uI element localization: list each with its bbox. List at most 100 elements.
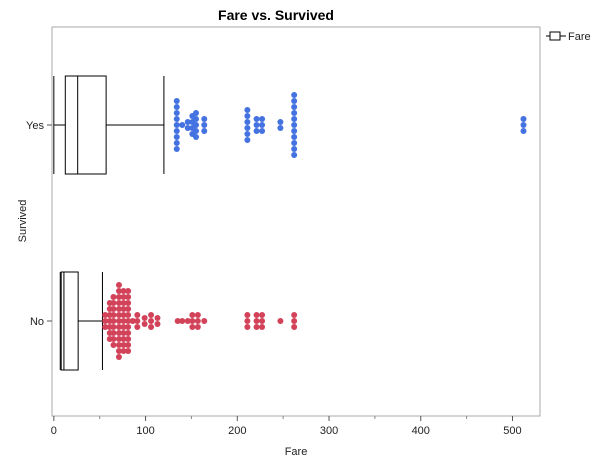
swarm-point <box>173 128 180 134</box>
swarm-point <box>120 318 127 324</box>
swarm-point <box>291 318 298 324</box>
swarm-point <box>291 116 298 122</box>
swarm-point <box>520 122 527 128</box>
swarm-point <box>110 306 117 312</box>
swarm-point <box>148 318 155 324</box>
swarm-point <box>134 324 141 330</box>
swarm-point <box>194 312 201 318</box>
swarm-point <box>244 312 251 318</box>
swarm-point <box>174 318 181 324</box>
swarm-point <box>244 113 251 119</box>
swarm-point <box>110 336 117 342</box>
swarm-point <box>179 318 186 324</box>
swarm-point <box>120 348 127 354</box>
swarm-point <box>291 152 298 158</box>
swarm-point <box>520 128 527 134</box>
swarm-point <box>120 294 127 300</box>
swarm-point <box>193 122 200 128</box>
swarm-point <box>154 315 161 321</box>
swarm-point <box>193 116 200 122</box>
swarm-point <box>193 128 200 134</box>
swarm-point <box>102 312 109 318</box>
swarm-point <box>253 312 260 318</box>
swarm-point <box>154 321 161 327</box>
swarm-point <box>291 92 298 98</box>
swarm-point <box>173 98 180 104</box>
swarm-point <box>277 125 284 131</box>
swarm-point <box>173 122 180 128</box>
swarm-point <box>277 318 284 324</box>
swarm-point <box>173 146 180 152</box>
swarm-point <box>125 324 132 330</box>
swarm-point <box>253 324 260 330</box>
swarm-point <box>125 300 132 306</box>
swarm-point <box>201 318 208 324</box>
plot-frame <box>51 26 541 417</box>
swarm-point <box>115 312 122 318</box>
swarm-point <box>141 315 148 321</box>
box-plot-yes <box>53 75 165 175</box>
swarm-point <box>125 312 132 318</box>
x-tick-label: 400 <box>412 425 430 437</box>
legend-label: Fare <box>568 31 591 43</box>
swarm-point <box>115 288 122 294</box>
swarm-point <box>125 336 132 342</box>
swarm-point <box>201 122 208 128</box>
swarm-point <box>110 294 117 300</box>
swarm-point <box>129 318 136 324</box>
swarm-point <box>184 119 191 125</box>
swarm-point <box>291 134 298 140</box>
swarm-point <box>291 324 298 330</box>
swarm-point <box>125 330 132 336</box>
swarm-point <box>102 318 109 324</box>
swarm-point <box>291 98 298 104</box>
swarm-point <box>259 318 266 324</box>
legend: Fare <box>546 31 591 43</box>
swarm-point <box>120 306 127 312</box>
swarm-point <box>189 318 196 324</box>
swarm-point <box>184 318 191 324</box>
swarm-point <box>134 312 141 318</box>
swarm-point <box>291 104 298 110</box>
swarm-point <box>115 306 122 312</box>
swarm-point <box>291 122 298 128</box>
swarm-point <box>141 321 148 327</box>
swarm-point <box>125 318 132 324</box>
swarm-point <box>244 137 251 143</box>
swarm-point <box>244 119 251 125</box>
swarm-point <box>148 324 155 330</box>
box <box>60 271 79 371</box>
x-tick-label: 300 <box>320 425 338 437</box>
swarm-point <box>244 131 251 137</box>
swarm-point <box>259 116 266 122</box>
swarm-point <box>189 312 196 318</box>
swarm-point <box>125 288 132 294</box>
swarm-point <box>120 288 127 294</box>
x-tick-label: 0 <box>51 425 57 437</box>
swarm-point <box>173 116 180 122</box>
plot-area <box>53 75 527 371</box>
swarm-point <box>110 342 117 348</box>
y-axis-label: Survived <box>17 200 29 243</box>
swarm-point <box>244 324 251 330</box>
swarm-point <box>259 128 266 134</box>
swarm-point <box>253 116 260 122</box>
box-plot-no <box>59 271 103 371</box>
swarm-point <box>110 300 117 306</box>
swarm-point <box>115 282 122 288</box>
y-tick-label: Yes <box>26 120 44 132</box>
swarm-point <box>194 324 201 330</box>
swarm-point <box>193 110 200 116</box>
swarm-point <box>148 312 155 318</box>
swarm-point <box>291 312 298 318</box>
swarm-point <box>115 324 122 330</box>
swarm-point <box>173 134 180 140</box>
y-tick-label: No <box>30 316 44 328</box>
swarm-point <box>179 122 186 128</box>
swarm-point <box>115 348 122 354</box>
swarm-point <box>115 300 122 306</box>
swarm-point <box>115 336 122 342</box>
swarm-point <box>110 318 117 324</box>
swarm-point <box>277 119 284 125</box>
swarm-point <box>193 134 200 140</box>
